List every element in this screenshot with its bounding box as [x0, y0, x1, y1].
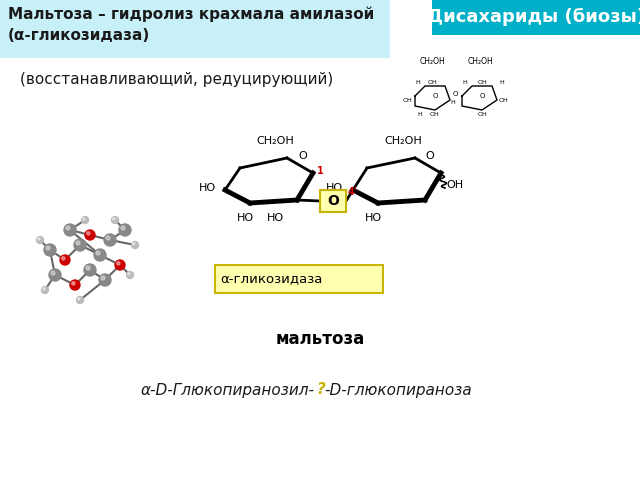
Circle shape	[86, 266, 90, 270]
Text: H: H	[463, 80, 467, 85]
Circle shape	[46, 246, 50, 250]
Circle shape	[121, 226, 125, 230]
Circle shape	[119, 224, 131, 236]
Circle shape	[51, 271, 55, 275]
Circle shape	[81, 216, 88, 224]
Text: OH: OH	[428, 80, 438, 85]
Circle shape	[104, 234, 116, 246]
Text: CH₂OH: CH₂OH	[256, 136, 294, 146]
Text: O: O	[432, 93, 438, 99]
Text: H: H	[450, 99, 455, 105]
Bar	[215, 265, 383, 293]
Circle shape	[99, 274, 111, 286]
Circle shape	[77, 298, 80, 300]
Text: HO: HO	[266, 213, 284, 223]
Circle shape	[106, 236, 110, 240]
Text: OH: OH	[446, 180, 463, 190]
Text: HO: HO	[199, 183, 216, 193]
Circle shape	[96, 251, 100, 255]
Circle shape	[38, 238, 40, 240]
Circle shape	[83, 217, 85, 220]
Circle shape	[43, 288, 45, 290]
Text: O: O	[479, 93, 484, 99]
Text: CH₂OH: CH₂OH	[467, 57, 493, 66]
Text: H: H	[499, 80, 504, 85]
Text: O: O	[453, 91, 458, 97]
Circle shape	[111, 216, 118, 224]
Circle shape	[127, 273, 130, 275]
Text: OH: OH	[430, 112, 440, 117]
Text: Мальтоза – гидролиз крахмала амилазой: Мальтоза – гидролиз крахмала амилазой	[8, 6, 374, 22]
Bar	[432, 0, 640, 35]
Circle shape	[115, 260, 125, 270]
Circle shape	[84, 264, 96, 276]
Circle shape	[72, 282, 75, 285]
Circle shape	[49, 269, 61, 281]
Circle shape	[66, 226, 70, 230]
Circle shape	[60, 255, 70, 265]
Text: Дисахариды (биозы): Дисахариды (биозы)	[427, 8, 640, 26]
Circle shape	[64, 224, 76, 236]
Circle shape	[86, 232, 90, 235]
Text: -D-глюкопираноза: -D-глюкопираноза	[324, 383, 472, 397]
Text: α-D-Глюкопиранозил-: α-D-Глюкопиранозил-	[141, 383, 315, 397]
Text: CH₂OH: CH₂OH	[420, 57, 446, 66]
Circle shape	[61, 257, 65, 260]
Circle shape	[101, 276, 105, 280]
Text: H: H	[415, 80, 420, 85]
Bar	[320, 190, 346, 212]
Circle shape	[94, 249, 106, 261]
Text: (восстанавливающий, редуцирующий): (восстанавливающий, редуцирующий)	[20, 72, 333, 87]
Text: CH₂OH: CH₂OH	[384, 136, 422, 146]
Text: H: H	[418, 112, 422, 117]
Text: 4': 4'	[348, 187, 358, 197]
Text: O: O	[299, 151, 307, 161]
Circle shape	[116, 262, 120, 265]
Text: OH: OH	[499, 97, 509, 103]
Circle shape	[77, 297, 83, 303]
Circle shape	[44, 244, 56, 256]
Text: O: O	[426, 151, 435, 161]
Bar	[0, 0, 390, 58]
Text: (α-гликозидаза): (α-гликозидаза)	[8, 28, 150, 43]
Circle shape	[70, 280, 80, 290]
Text: OH: OH	[403, 97, 412, 103]
Text: HO: HO	[236, 213, 253, 223]
Circle shape	[42, 287, 49, 293]
Circle shape	[36, 237, 44, 243]
Text: мальтоза: мальтоза	[275, 330, 365, 348]
Circle shape	[85, 230, 95, 240]
Text: 1: 1	[317, 166, 324, 176]
Text: O: O	[327, 194, 339, 208]
Circle shape	[74, 239, 86, 251]
Text: α-гликозидаза: α-гликозидаза	[220, 273, 323, 286]
Circle shape	[131, 241, 138, 249]
Text: HO: HO	[326, 183, 343, 193]
Circle shape	[113, 217, 115, 220]
Text: HO: HO	[364, 213, 381, 223]
Circle shape	[127, 272, 134, 278]
Circle shape	[76, 241, 80, 245]
Text: ?: ?	[316, 383, 325, 397]
Text: OH: OH	[477, 112, 487, 117]
Circle shape	[132, 243, 135, 245]
Text: OH: OH	[477, 80, 487, 85]
